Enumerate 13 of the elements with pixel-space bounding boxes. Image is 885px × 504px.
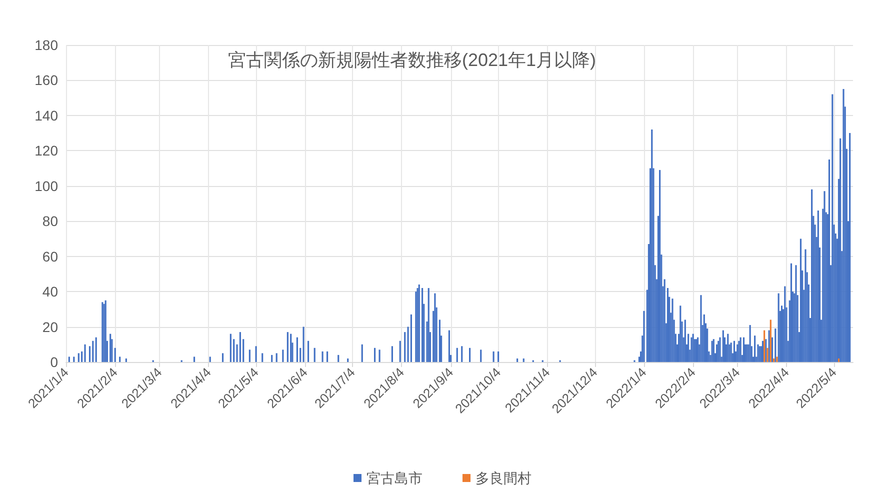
y-tick-label: 60: [42, 248, 58, 264]
legend-label: 多良間村: [476, 470, 532, 486]
chart-title: 宮古関係の新規陽性者数推移(2021年1月以降): [228, 50, 596, 70]
legend-label: 宮古島市: [366, 470, 422, 486]
y-tick-label: 80: [42, 213, 58, 230]
y-tick-label: 40: [42, 284, 58, 300]
y-tick-label: 140: [34, 107, 58, 124]
y-tick-label: 160: [34, 72, 58, 88]
y-tick-label: 180: [34, 37, 58, 53]
y-tick-label: 100: [34, 178, 58, 194]
y-tick-label: 0: [50, 354, 58, 370]
y-tick-label: 120: [34, 142, 58, 159]
y-tick-label: 20: [42, 318, 58, 335]
